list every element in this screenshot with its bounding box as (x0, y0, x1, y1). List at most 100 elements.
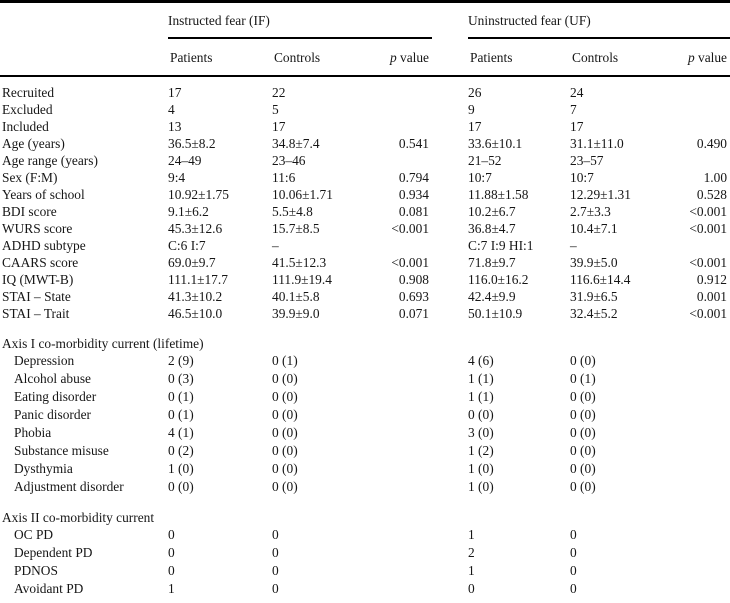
cell-uf-patients: 1 (1) (468, 389, 494, 404)
cell-uf-patients: C:7 I:9 HI:1 (468, 238, 534, 253)
cell-if-patients: 9:4 (168, 170, 186, 185)
section-title: Axis I co-morbidity current (lifetime) (2, 336, 204, 351)
cell-uf-pvalue (662, 478, 730, 496)
table-row: Dysthymia 1 (0) 0 (0) 1 (0) 0 (0) (0, 460, 730, 478)
cell-uf-pvalue (662, 424, 730, 442)
cell-uf-controls: 116.6±14.4 (570, 272, 631, 287)
p-value-label: value (694, 50, 728, 65)
cell-uf-controls: 7 (570, 102, 577, 117)
cell-uf-patients: 0 (468, 581, 475, 596)
row-label: OC PD (14, 527, 54, 542)
cell-if-patients: 46.5±10.0 (168, 306, 223, 321)
cell-uf-pvalue (662, 544, 730, 562)
section-title: Axis II co-morbidity current (2, 510, 155, 525)
cell-if-patients: 41.3±10.2 (168, 289, 223, 304)
cell-if-pvalue (370, 370, 432, 388)
cell-if-patients: C:6 I:7 (168, 238, 206, 253)
cell-if-pvalue: 0.541 (398, 136, 430, 151)
cell-uf-pvalue: <0.001 (689, 204, 728, 219)
table-row: Adjustment disorder 0 (0) 0 (0) 1 (0) 0 (0) (0, 478, 730, 496)
cell-if-pvalue: 0.794 (398, 170, 430, 185)
cell-uf-controls: 32.4±5.2 (570, 306, 618, 321)
cell-if-pvalue (370, 76, 432, 101)
column-spacer (432, 271, 468, 288)
cell-if-pvalue (370, 460, 432, 478)
cell-if-patients: 10.92±1.75 (168, 187, 229, 202)
cell-uf-pvalue: <0.001 (689, 255, 728, 270)
cell-if-patients: 13 (168, 119, 182, 134)
column-spacer (432, 2, 468, 39)
column-spacer (432, 152, 468, 169)
row-label: Excluded (2, 102, 53, 117)
group-header-row: Instructed fear (IF) Uninstructed fear (… (0, 1, 730, 39)
column-spacer (432, 203, 468, 220)
column-spacer (432, 460, 468, 478)
cell-if-patients: 2 (9) (168, 353, 194, 368)
cell-uf-pvalue: 1.00 (703, 170, 728, 185)
column-spacer (432, 186, 468, 203)
cell-uf-controls: 0 (0) (570, 389, 596, 404)
table-row: ADHD subtype C:6 I:7 – C:7 I:9 HI:1 – (0, 237, 730, 254)
cell-if-pvalue (370, 478, 432, 496)
cell-uf-patients: 116.0±16.2 (468, 272, 529, 287)
cell-uf-pvalue (662, 76, 730, 101)
column-spacer (432, 76, 468, 101)
cell-uf-pvalue (662, 101, 730, 118)
cell-if-controls: 0 (0) (272, 371, 298, 386)
cell-if-controls: – (272, 238, 279, 253)
cell-if-controls: 34.8±7.4 (272, 136, 320, 151)
cell-if-pvalue (370, 442, 432, 460)
cell-uf-pvalue (662, 352, 730, 370)
column-spacer (432, 478, 468, 496)
cell-if-patients: 17 (168, 85, 182, 100)
cell-uf-patients: 1 (1) (468, 371, 494, 386)
cell-uf-controls: 0 (0) (570, 353, 596, 368)
cell-if-patients: 0 (3) (168, 371, 194, 386)
table-row: IQ (MWT-B) 111.1±17.7 111.9±19.4 0.908 116.0… (0, 271, 730, 288)
cell-uf-patients: 10:7 (468, 170, 492, 185)
column-header-row: Patients Controls p value Patients Contr… (0, 38, 730, 77)
cell-if-controls: 0 (0) (272, 461, 298, 476)
table-row: WURS score 45.3±12.6 15.7±8.5 <0.001 36.8±4.… (0, 220, 730, 237)
cell-if-patients: 9.1±6.2 (168, 204, 209, 219)
column-spacer (432, 305, 468, 322)
cell-if-controls: 0 (0) (272, 407, 298, 422)
table-row: Years of school 10.92±1.75 10.06±1.71 0.934… (0, 186, 730, 203)
table-row: STAI – Trait 46.5±10.0 39.9±9.0 0.071 50.1±1… (0, 305, 730, 322)
column-spacer (432, 562, 468, 580)
p-italic: p (389, 50, 397, 65)
row-label: Adjustment disorder (14, 479, 124, 494)
cell-if-pvalue (370, 388, 432, 406)
cell-uf-patients: 3 (0) (468, 425, 494, 440)
cell-if-controls: 23–46 (272, 153, 306, 168)
cell-uf-pvalue (662, 388, 730, 406)
cell-if-pvalue: 0.081 (398, 204, 430, 219)
table-row: Recruited 17 22 26 24 (0, 76, 730, 101)
cell-if-patients: 1 (0) (168, 461, 194, 476)
row-label: STAI – Trait (2, 306, 70, 321)
row-label: Phobia (14, 425, 52, 440)
cell-uf-controls: 0 (0) (570, 425, 596, 440)
cell-uf-controls: 2.7±3.3 (570, 204, 611, 219)
cell-if-pvalue (370, 526, 432, 544)
table-row: BDI score 9.1±6.2 5.5±4.8 0.081 10.2±6.7 2.7±… (0, 203, 730, 220)
cell-uf-controls: 0 (570, 527, 577, 542)
cell-uf-controls: – (570, 238, 577, 253)
cell-uf-pvalue (662, 152, 730, 169)
row-label: Age (years) (2, 136, 65, 151)
cell-uf-controls: 0 (570, 581, 577, 596)
cell-if-patients: 1 (168, 581, 175, 596)
cell-uf-patients: 4 (6) (468, 353, 494, 368)
corner-cell (0, 2, 168, 39)
table-row: PDNOS 0 0 1 0 (0, 562, 730, 580)
cell-uf-controls: 12.29±1.31 (570, 187, 631, 202)
row-label: WURS score (2, 221, 73, 236)
cell-uf-patients: 10.2±6.7 (468, 204, 516, 219)
table-row: Age range (years) 24–49 23–46 21–52 23–57 (0, 152, 730, 169)
cell-if-pvalue: 0.693 (398, 289, 430, 304)
section-header-axis2: Axis II co-morbidity current (0, 496, 730, 526)
row-label: Avoidant PD (14, 581, 84, 596)
cell-uf-pvalue: <0.001 (689, 306, 728, 321)
cell-uf-pvalue: 0.001 (696, 289, 728, 304)
